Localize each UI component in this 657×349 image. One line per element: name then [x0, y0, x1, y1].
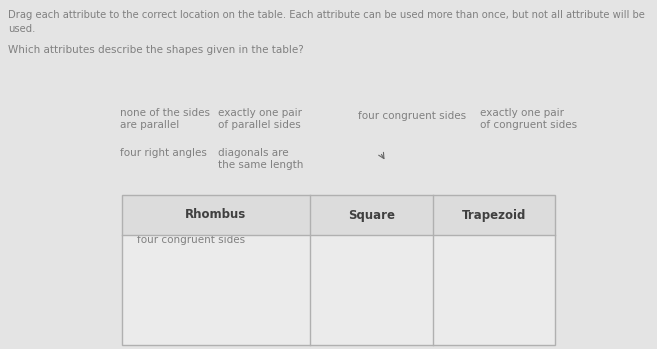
Bar	[122, 195, 555, 345]
Bar	[122, 195, 555, 345]
Text: Which attributes describe the shapes given in the table?: Which attributes describe the shapes giv…	[8, 45, 304, 55]
Text: four congruent sides: four congruent sides	[137, 235, 245, 245]
Text: exactly one pair
of parallel sides: exactly one pair of parallel sides	[218, 108, 302, 129]
Text: four right angles: four right angles	[120, 148, 207, 158]
Text: Trapezoid: Trapezoid	[462, 208, 526, 222]
Bar	[122, 195, 555, 235]
Text: none of the sides
are parallel: none of the sides are parallel	[120, 108, 210, 129]
Text: Square: Square	[348, 208, 395, 222]
Text: four congruent sides: four congruent sides	[358, 111, 466, 121]
Text: Rhombus: Rhombus	[185, 208, 246, 222]
Text: diagonals are
the same length: diagonals are the same length	[218, 148, 304, 170]
Text: Drag each attribute to the correct location on the table. Each attribute can be : Drag each attribute to the correct locat…	[8, 10, 645, 20]
Text: exactly one pair
of congruent sides: exactly one pair of congruent sides	[480, 108, 577, 129]
Text: used.: used.	[8, 24, 35, 34]
